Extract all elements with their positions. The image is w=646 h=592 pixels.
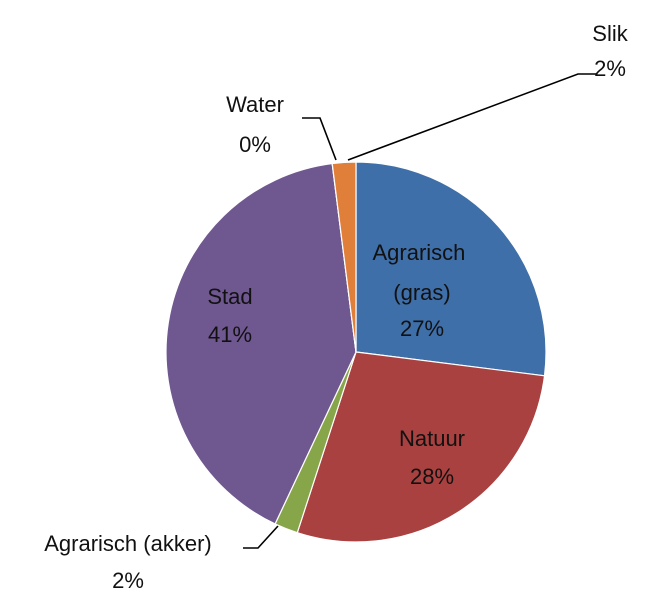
slice-value-label: 2% (112, 568, 144, 592)
slice-value-label: 0% (239, 132, 271, 157)
slice-value-label: 41% (208, 322, 252, 347)
slice-label: Agrarisch (gras) (372, 240, 471, 305)
pie-slice (296, 351, 546, 543)
slice-label: Water (226, 92, 284, 117)
slice-label: Natuur (399, 426, 465, 451)
slice-label: Stad (207, 284, 252, 309)
leader-line (347, 73, 596, 161)
leader-line (243, 525, 279, 549)
pie-slice (165, 162, 357, 525)
leader-line (302, 117, 337, 161)
pie-slice (331, 161, 357, 353)
slice-value-label: 28% (410, 464, 454, 489)
slice-value-label: 2% (594, 56, 626, 81)
slices (165, 161, 547, 543)
slice-value-label: 27% (400, 316, 444, 341)
slice-label: Agrarisch (akker) (44, 531, 211, 556)
pie-slice (355, 161, 547, 377)
slice-label: Slik (592, 21, 628, 46)
